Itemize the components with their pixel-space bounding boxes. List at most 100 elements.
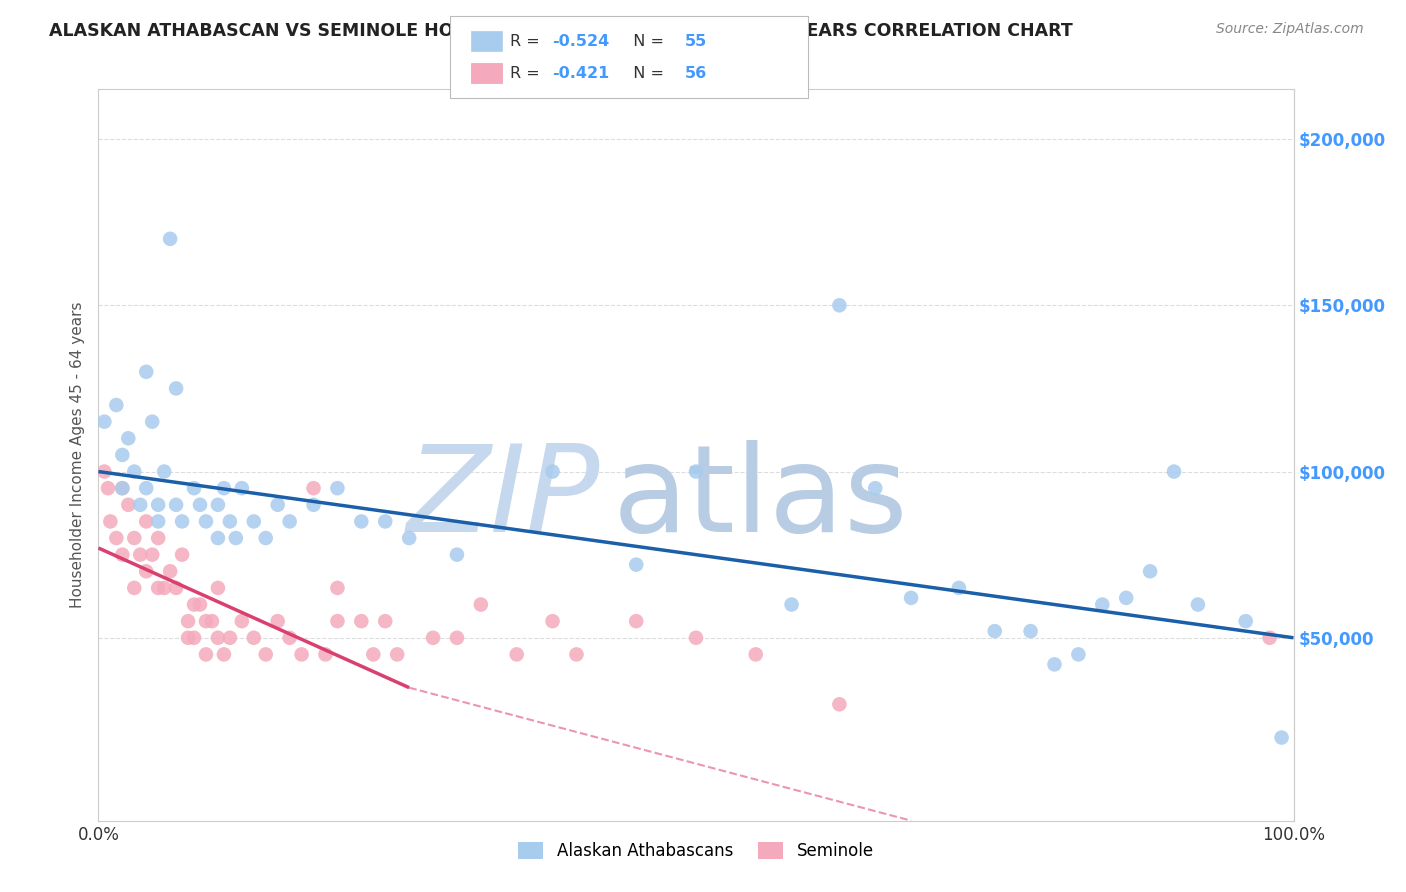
Point — [1043, 657, 1066, 672]
Point — [188, 598, 211, 612]
Point — [1091, 598, 1114, 612]
Point — [111, 481, 134, 495]
Point — [326, 614, 349, 628]
Point — [207, 631, 229, 645]
Point — [129, 548, 152, 562]
Point — [212, 481, 235, 495]
Point — [1019, 624, 1042, 639]
Point — [135, 564, 157, 578]
Point — [225, 531, 247, 545]
Point — [177, 614, 200, 628]
Point — [124, 581, 146, 595]
Point — [212, 648, 235, 662]
Text: N =: N = — [623, 34, 669, 48]
Point — [948, 581, 970, 595]
Point — [124, 465, 146, 479]
Point — [141, 415, 163, 429]
Point — [828, 298, 851, 312]
Text: ZIP: ZIP — [406, 441, 600, 558]
Point — [1258, 631, 1281, 645]
Point — [267, 498, 290, 512]
Point — [1271, 731, 1294, 745]
Point — [159, 564, 181, 578]
Text: 56: 56 — [685, 66, 707, 80]
Point — [1067, 648, 1090, 662]
Point — [446, 548, 468, 562]
Point — [165, 498, 187, 512]
Point — [172, 515, 194, 529]
Point — [541, 614, 564, 628]
Point — [374, 614, 396, 628]
Y-axis label: Householder Income Ages 45 - 64 years: Householder Income Ages 45 - 64 years — [69, 301, 84, 608]
Point — [153, 581, 176, 595]
Point — [470, 598, 492, 612]
Point — [278, 631, 301, 645]
Point — [243, 515, 266, 529]
Point — [93, 415, 115, 429]
Point — [231, 481, 253, 495]
Text: ALASKAN ATHABASCAN VS SEMINOLE HOUSEHOLDER INCOME AGES 45 - 64 YEARS CORRELATION: ALASKAN ATHABASCAN VS SEMINOLE HOUSEHOLD… — [49, 22, 1073, 40]
Point — [278, 515, 301, 529]
Point — [111, 481, 134, 495]
Point — [135, 365, 157, 379]
Point — [183, 481, 205, 495]
Point — [385, 648, 409, 662]
Point — [148, 531, 170, 545]
Point — [626, 558, 648, 572]
Point — [153, 465, 176, 479]
Point — [363, 648, 385, 662]
Point — [350, 614, 373, 628]
Point — [111, 448, 134, 462]
Point — [172, 548, 194, 562]
Point — [984, 624, 1007, 639]
Point — [254, 648, 277, 662]
Point — [105, 398, 128, 412]
Point — [1187, 598, 1209, 612]
Point — [129, 498, 152, 512]
Point — [446, 631, 468, 645]
Text: -0.524: -0.524 — [553, 34, 610, 48]
Point — [195, 648, 218, 662]
Text: N =: N = — [623, 66, 669, 80]
Point — [302, 481, 325, 495]
Point — [195, 515, 218, 529]
Point — [626, 614, 648, 628]
Point — [1115, 591, 1137, 605]
Point — [398, 531, 420, 545]
Point — [201, 614, 224, 628]
Point — [98, 515, 122, 529]
Point — [165, 581, 187, 595]
Point — [183, 598, 205, 612]
Point — [207, 581, 229, 595]
Legend: Alaskan Athabascans, Seminole: Alaskan Athabascans, Seminole — [512, 836, 880, 867]
Point — [1234, 614, 1257, 628]
Point — [105, 531, 128, 545]
Point — [219, 515, 242, 529]
Point — [900, 591, 922, 605]
Point — [117, 498, 139, 512]
Point — [745, 648, 768, 662]
Point — [1163, 465, 1185, 479]
Point — [231, 614, 253, 628]
Point — [865, 481, 887, 495]
Point — [117, 431, 139, 445]
Point — [267, 614, 290, 628]
Point — [97, 481, 120, 495]
Point — [219, 631, 242, 645]
Text: atlas: atlas — [613, 441, 908, 558]
Point — [422, 631, 444, 645]
Point — [207, 531, 229, 545]
Point — [207, 498, 229, 512]
Point — [326, 581, 349, 595]
Point — [828, 698, 851, 712]
Point — [243, 631, 266, 645]
Point — [165, 381, 187, 395]
Point — [183, 631, 205, 645]
Point — [148, 581, 170, 595]
Point — [148, 515, 170, 529]
Text: -0.421: -0.421 — [553, 66, 610, 80]
Point — [135, 481, 157, 495]
Point — [188, 498, 211, 512]
Point — [291, 648, 314, 662]
Point — [93, 465, 115, 479]
